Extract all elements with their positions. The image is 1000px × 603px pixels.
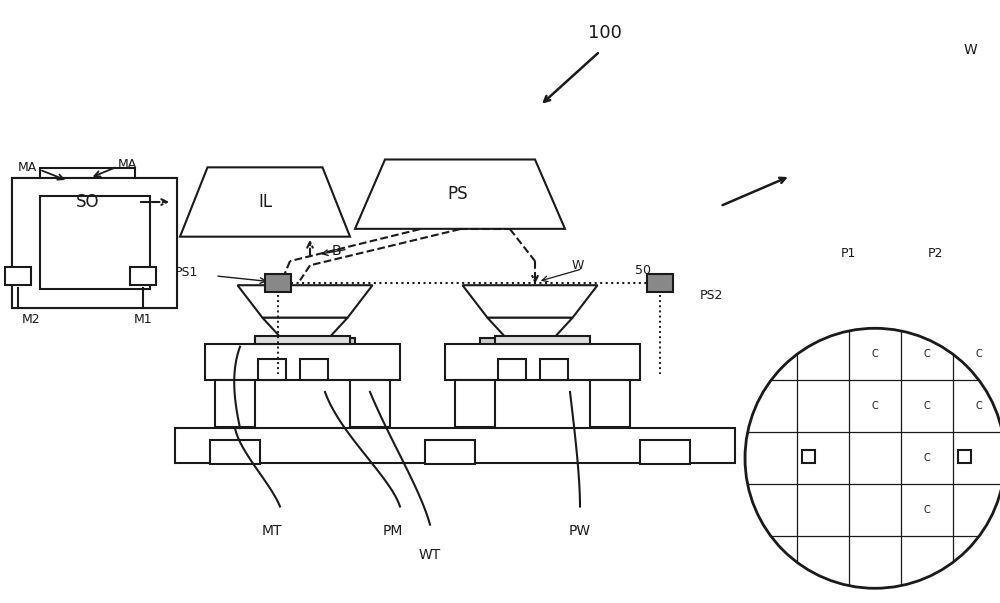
Bar — [647, 274, 673, 292]
Text: C: C — [924, 349, 930, 359]
Text: IL: IL — [258, 193, 272, 211]
Text: SO: SO — [76, 193, 99, 211]
Polygon shape — [462, 285, 598, 318]
Polygon shape — [488, 318, 572, 339]
Bar — [215, 380, 255, 427]
Bar — [255, 336, 350, 344]
Bar — [350, 380, 390, 427]
Text: C: C — [872, 401, 878, 411]
Bar — [455, 380, 495, 427]
Text: C: C — [976, 349, 982, 359]
Text: M1: M1 — [134, 313, 152, 326]
Text: 50: 50 — [635, 264, 651, 277]
Bar — [210, 440, 260, 464]
Text: PM: PM — [383, 523, 403, 538]
Text: WT: WT — [419, 548, 441, 562]
Text: C: C — [924, 505, 930, 516]
Bar — [130, 267, 156, 285]
Bar — [258, 359, 286, 380]
Polygon shape — [355, 159, 565, 229]
Text: MA: MA — [118, 157, 137, 171]
Text: MT: MT — [262, 523, 282, 538]
Text: C: C — [924, 453, 930, 463]
Bar — [498, 359, 526, 380]
Text: C: C — [976, 401, 982, 411]
Polygon shape — [238, 285, 372, 318]
Bar — [205, 344, 400, 380]
Bar — [590, 380, 630, 427]
Bar — [802, 450, 815, 464]
Bar — [480, 338, 580, 347]
Bar — [495, 336, 590, 344]
Text: W: W — [572, 259, 584, 272]
Polygon shape — [180, 168, 350, 236]
Bar — [425, 440, 475, 464]
Bar — [40, 196, 150, 289]
Bar — [40, 168, 135, 237]
Text: P2: P2 — [927, 247, 943, 260]
Bar — [265, 274, 291, 292]
Circle shape — [745, 328, 1000, 589]
Bar — [300, 359, 328, 380]
Text: B: B — [332, 244, 342, 259]
Text: PS1: PS1 — [175, 266, 198, 279]
Text: M2: M2 — [22, 313, 41, 326]
Bar — [540, 359, 568, 380]
Bar — [445, 344, 640, 380]
Text: C: C — [924, 401, 930, 411]
Text: PS2: PS2 — [700, 289, 723, 302]
Bar — [958, 450, 971, 464]
Text: PS: PS — [448, 185, 468, 203]
Bar — [12, 178, 177, 308]
Bar — [12, 178, 177, 308]
Text: P1: P1 — [840, 247, 856, 260]
Text: MA: MA — [18, 161, 37, 174]
Text: 100: 100 — [588, 24, 622, 42]
Bar — [175, 428, 735, 463]
Polygon shape — [262, 318, 348, 339]
Bar — [5, 267, 31, 285]
Text: W: W — [963, 43, 977, 57]
Text: C: C — [872, 349, 878, 359]
Bar — [255, 338, 355, 347]
Text: PW: PW — [569, 523, 591, 538]
Bar — [640, 440, 690, 464]
